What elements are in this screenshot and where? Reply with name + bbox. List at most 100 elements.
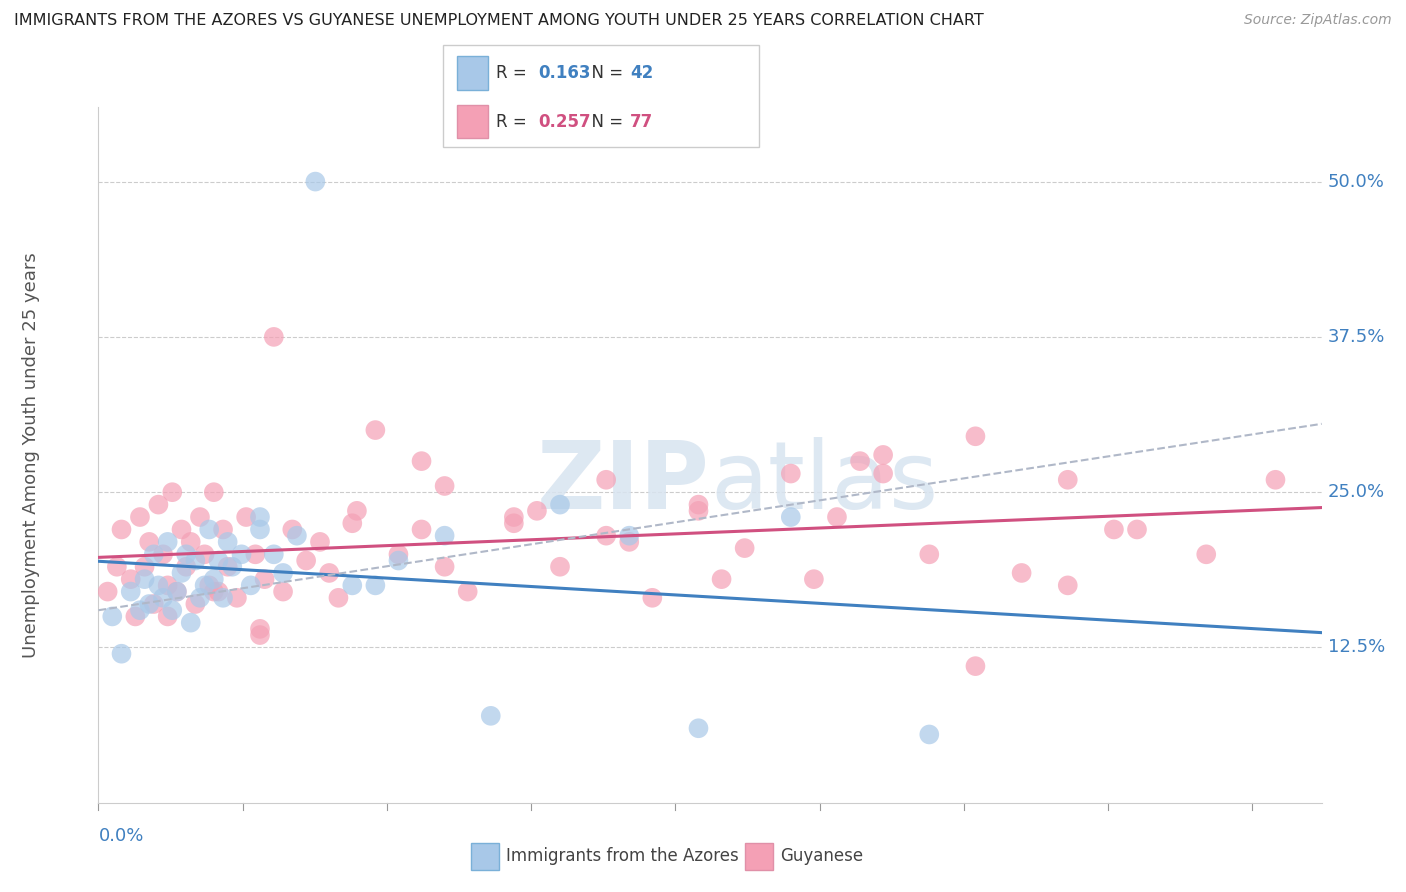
Point <box>174 559 197 574</box>
Point <box>411 523 433 537</box>
Text: atlas: atlas <box>710 437 938 529</box>
Point <box>120 584 142 599</box>
Point <box>872 467 894 481</box>
Point <box>688 504 710 518</box>
Point <box>156 535 179 549</box>
Point <box>825 510 848 524</box>
Point <box>198 578 221 592</box>
Point <box>249 628 271 642</box>
Point <box>595 529 617 543</box>
Point <box>152 547 174 561</box>
Point <box>202 572 225 586</box>
Point <box>162 485 184 500</box>
Point <box>346 504 368 518</box>
Point <box>148 498 170 512</box>
Point <box>281 523 304 537</box>
Point <box>129 510 152 524</box>
Point <box>152 591 174 605</box>
Point <box>619 529 641 543</box>
Point <box>342 516 364 531</box>
Point <box>110 647 132 661</box>
Point <box>166 584 188 599</box>
Point <box>162 603 184 617</box>
Point <box>97 584 120 599</box>
Point <box>166 584 188 599</box>
Point <box>120 572 142 586</box>
Point <box>688 498 710 512</box>
Text: ZIP: ZIP <box>537 437 710 529</box>
Point <box>174 547 197 561</box>
Point <box>235 510 257 524</box>
Text: 42: 42 <box>630 64 654 82</box>
Point <box>387 553 409 567</box>
Text: 0.163: 0.163 <box>538 64 591 82</box>
Point <box>1056 578 1078 592</box>
Text: N =: N = <box>581 112 628 130</box>
Point <box>194 547 217 561</box>
Point <box>188 510 211 524</box>
Point <box>180 535 202 549</box>
Point <box>134 559 156 574</box>
Point <box>502 510 524 524</box>
Point <box>249 622 271 636</box>
Point <box>239 578 262 592</box>
Point <box>156 578 179 592</box>
Text: 77: 77 <box>630 112 654 130</box>
Point <box>138 597 160 611</box>
Point <box>849 454 872 468</box>
Point <box>249 523 271 537</box>
Point <box>734 541 756 555</box>
Point <box>101 609 124 624</box>
Text: 50.0%: 50.0% <box>1327 172 1385 191</box>
Point <box>194 578 217 592</box>
Point <box>124 609 146 624</box>
Point <box>1011 566 1033 580</box>
Text: IMMIGRANTS FROM THE AZORES VS GUYANESE UNEMPLOYMENT AMONG YOUTH UNDER 25 YEARS C: IMMIGRANTS FROM THE AZORES VS GUYANESE U… <box>14 13 984 29</box>
Point <box>156 609 179 624</box>
Point <box>184 597 207 611</box>
Text: 37.5%: 37.5% <box>1327 328 1385 346</box>
Point <box>779 510 801 524</box>
Point <box>110 523 132 537</box>
Point <box>207 584 229 599</box>
Point <box>918 727 941 741</box>
Point <box>479 708 502 723</box>
Point <box>688 721 710 735</box>
Point <box>212 591 235 605</box>
Point <box>188 591 211 605</box>
Text: R =: R = <box>496 64 533 82</box>
Point <box>872 448 894 462</box>
Point <box>433 559 456 574</box>
Text: Unemployment Among Youth under 25 years: Unemployment Among Youth under 25 years <box>22 252 41 657</box>
Point <box>548 498 571 512</box>
Point <box>148 578 170 592</box>
Point <box>641 591 664 605</box>
Point <box>249 510 271 524</box>
Point <box>318 566 340 580</box>
Point <box>411 454 433 468</box>
Text: 0.0%: 0.0% <box>98 827 143 845</box>
Point <box>253 572 276 586</box>
Point <box>142 597 165 611</box>
Point <box>803 572 825 586</box>
Point <box>221 559 243 574</box>
Point <box>1195 547 1218 561</box>
Point <box>134 572 156 586</box>
Point <box>1056 473 1078 487</box>
Point <box>433 479 456 493</box>
Point <box>526 504 548 518</box>
Point <box>263 547 285 561</box>
Point <box>129 603 152 617</box>
Point <box>138 535 160 549</box>
Point <box>180 615 202 630</box>
Point <box>217 535 239 549</box>
Point <box>207 553 229 567</box>
Point <box>1126 523 1149 537</box>
Point <box>710 572 733 586</box>
Point <box>142 547 165 561</box>
Point <box>1264 473 1286 487</box>
Point <box>502 516 524 531</box>
Text: Source: ZipAtlas.com: Source: ZipAtlas.com <box>1244 13 1392 28</box>
Point <box>202 485 225 500</box>
Point <box>433 529 456 543</box>
